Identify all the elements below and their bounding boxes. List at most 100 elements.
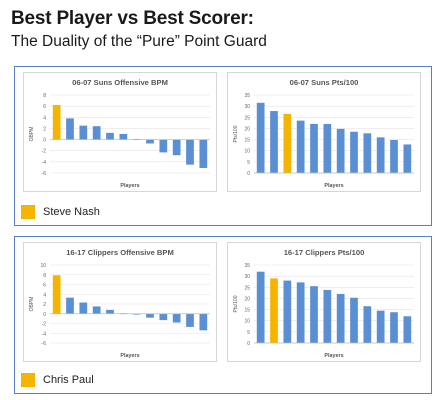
y-axis-label: Pts/100 bbox=[233, 295, 239, 312]
bar bbox=[199, 313, 208, 331]
y-tick-label: 0 bbox=[43, 138, 46, 144]
bar bbox=[310, 286, 318, 343]
bar bbox=[270, 111, 278, 173]
y-tick-label: 15 bbox=[244, 138, 250, 144]
y-tick-label: 5 bbox=[247, 330, 250, 336]
highlight-bar bbox=[52, 105, 61, 140]
bar bbox=[310, 123, 318, 173]
y-tick-label: 35 bbox=[244, 263, 250, 269]
y-tick-label: 8 bbox=[43, 273, 46, 279]
y-tick-label: 35 bbox=[244, 93, 250, 99]
bar bbox=[336, 293, 345, 343]
y-tick-label: -4 bbox=[42, 160, 47, 166]
legend: Chris Paul bbox=[21, 373, 94, 387]
x-axis-label: Players bbox=[324, 183, 343, 189]
y-tick-label: 20 bbox=[244, 296, 250, 302]
chart-title: 06-07 Suns Offensive BPM bbox=[72, 78, 168, 87]
bar bbox=[296, 282, 305, 343]
panel-clippers: 16-17 Clippers Offensive BPM -6 -4 -2 0 2 4 6 8 1… bbox=[14, 236, 432, 394]
y-tick-label: -2 bbox=[42, 149, 47, 155]
bar bbox=[92, 126, 101, 140]
bar bbox=[323, 289, 332, 343]
y-tick-label: 25 bbox=[244, 115, 250, 121]
bar bbox=[106, 132, 114, 140]
bar bbox=[79, 302, 88, 314]
chart-clippers-obpm: 16-17 Clippers Offensive BPM -6 -4 -2 0 2 4 6 8 1… bbox=[23, 242, 217, 362]
highlight-bar bbox=[52, 275, 61, 314]
chart-title: 06-07 Suns Pts/100 bbox=[290, 78, 359, 87]
y-axis-label: Pts/100 bbox=[233, 125, 239, 142]
bar bbox=[172, 313, 181, 323]
y-tick-label: 20 bbox=[244, 126, 250, 132]
y-tick-label: 10 bbox=[244, 149, 250, 155]
bar bbox=[363, 133, 372, 173]
page-title: Best Player vs Best Scorer: bbox=[11, 8, 254, 29]
legend-swatch bbox=[21, 373, 35, 387]
y-tick-label: 0 bbox=[247, 171, 250, 177]
chart-svg: 06-07 Suns Offensive BPM -6 -4 -2 0 2 4 6 8 OBPM P… bbox=[29, 78, 210, 189]
bar bbox=[350, 131, 358, 173]
bar bbox=[186, 313, 194, 327]
bar bbox=[199, 139, 208, 168]
y-tick-label: 8 bbox=[43, 93, 46, 99]
bar bbox=[146, 139, 154, 144]
y-tick-label: -2 bbox=[42, 322, 47, 328]
chart-svg: 16-17 Clippers Pts/100 0 5 10 15 20 25 30 35 Pts/… bbox=[233, 248, 414, 359]
bar bbox=[186, 139, 194, 165]
y-tick-label: 4 bbox=[43, 292, 46, 298]
y-tick-label: -4 bbox=[42, 331, 47, 337]
y-tick-label: 0 bbox=[43, 312, 46, 318]
chart-title: 16-17 Clippers Offensive BPM bbox=[66, 248, 174, 257]
y-tick-label: 6 bbox=[43, 283, 46, 289]
y-tick-label: 30 bbox=[244, 104, 250, 110]
bar bbox=[92, 306, 101, 314]
bar bbox=[132, 313, 141, 315]
legend-label: Steve Nash bbox=[43, 206, 100, 218]
y-tick-label: -6 bbox=[42, 341, 47, 347]
chart-suns-obpm: 06-07 Suns Offensive BPM -6 -4 -2 0 2 4 6 8 OBPM P… bbox=[23, 72, 217, 192]
chart-title: 16-17 Clippers Pts/100 bbox=[284, 248, 365, 257]
bar bbox=[79, 125, 88, 140]
panel-suns: 06-07 Suns Offensive BPM -6 -4 -2 0 2 4 6 8 OBPM P… bbox=[14, 66, 432, 226]
bar bbox=[376, 310, 385, 343]
bar bbox=[403, 316, 412, 343]
bar bbox=[296, 120, 305, 173]
y-tick-label: 6 bbox=[43, 104, 46, 110]
legend-swatch bbox=[21, 205, 35, 219]
bar bbox=[146, 313, 154, 318]
highlight-bar bbox=[270, 278, 278, 343]
y-tick-label: 25 bbox=[244, 285, 250, 291]
legend-label: Chris Paul bbox=[43, 374, 94, 386]
y-tick-label: 0 bbox=[247, 341, 250, 347]
x-axis-label: Players bbox=[324, 353, 343, 359]
bar bbox=[350, 297, 358, 343]
bar bbox=[283, 280, 292, 343]
y-tick-label: 2 bbox=[43, 302, 46, 308]
y-tick-label: 4 bbox=[43, 115, 46, 121]
y-tick-label: 30 bbox=[244, 274, 250, 280]
bar bbox=[390, 312, 398, 343]
y-tick-label: 5 bbox=[247, 160, 250, 166]
y-tick-label: 10 bbox=[40, 263, 46, 269]
chart-suns-pts100: 06-07 Suns Pts/100 0 5 10 15 20 25 30 35 Pts/100 P… bbox=[227, 72, 421, 192]
y-tick-label: 15 bbox=[244, 308, 250, 314]
bar bbox=[256, 102, 265, 173]
chart-svg: 16-17 Clippers Offensive BPM -6 -4 -2 0 2 4 6 8 1… bbox=[29, 248, 210, 359]
bar bbox=[106, 309, 114, 314]
y-tick-label: 2 bbox=[43, 126, 46, 132]
bar bbox=[119, 134, 128, 140]
bar bbox=[376, 137, 385, 173]
bar bbox=[256, 271, 265, 343]
bar bbox=[323, 123, 332, 173]
y-tick-label: 10 bbox=[244, 319, 250, 325]
bar bbox=[159, 139, 168, 153]
bar bbox=[172, 139, 181, 156]
y-axis-label: OBPM bbox=[29, 297, 35, 312]
bar bbox=[336, 128, 345, 173]
y-axis-label: OBPM bbox=[29, 127, 35, 142]
bar bbox=[390, 140, 398, 173]
page-subtitle: The Duality of the “Pure” Point Guard bbox=[11, 33, 267, 50]
y-tick-label: -6 bbox=[42, 171, 47, 177]
legend: Steve Nash bbox=[21, 205, 100, 219]
bar bbox=[66, 118, 74, 140]
